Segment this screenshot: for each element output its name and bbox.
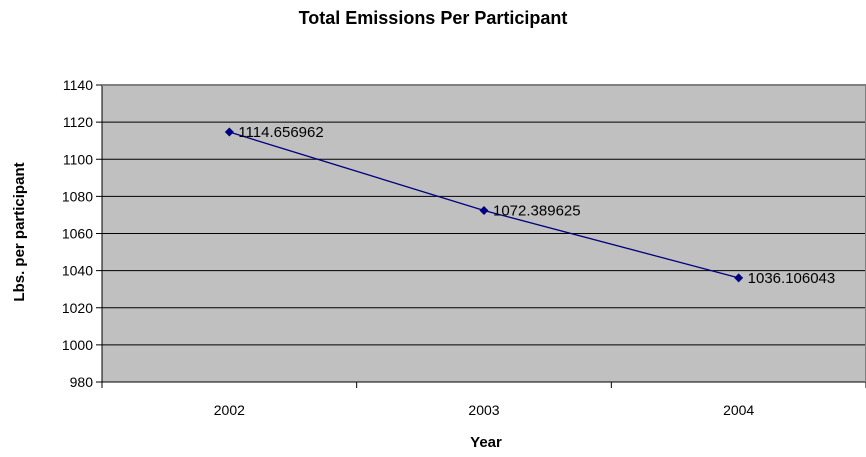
data-label: 1114.656962 <box>238 124 323 141</box>
y-tick-label: 1040 <box>62 263 93 279</box>
y-axis-title: Lbs. per participant <box>11 162 28 301</box>
y-tick-label: 1080 <box>62 188 93 204</box>
chart-title: Total Emissions Per Participant <box>299 8 568 28</box>
x-tick-label: 2003 <box>468 402 499 418</box>
y-tick-label: 1020 <box>62 300 93 316</box>
x-tick-labels: 2002 2003 2004 <box>214 402 755 418</box>
data-point-marker <box>734 273 744 283</box>
y-tick-label: 1140 <box>63 77 93 93</box>
data-label: 1036.106043 <box>748 270 836 287</box>
x-tick-label: 2002 <box>214 402 245 418</box>
series-group: 1114.656962 1072.389625 1036.106043 <box>224 124 836 287</box>
y-tick-label: 1120 <box>63 114 93 130</box>
y-tick-labels: 980 1000 1020 1040 1060 1080 1100 1120 1140 <box>62 77 93 390</box>
y-tick-label: 980 <box>70 374 94 390</box>
data-label: 1072.389625 <box>493 203 581 220</box>
data-point-marker <box>224 127 234 137</box>
x-axis-title: Year <box>470 434 502 451</box>
data-point-marker <box>479 206 489 216</box>
x-tick-label: 2004 <box>723 402 754 418</box>
y-tick-label: 1100 <box>63 151 93 167</box>
y-tick-label: 1000 <box>62 337 93 353</box>
y-tick-label: 1060 <box>62 226 93 242</box>
